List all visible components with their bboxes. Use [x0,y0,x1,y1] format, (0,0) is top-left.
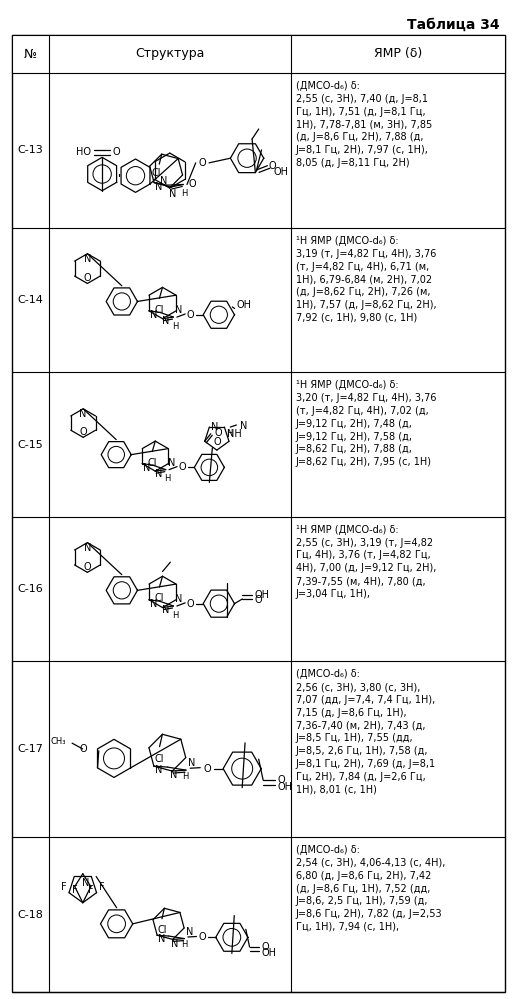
Text: O: O [187,598,195,608]
Text: ЯМР (δ): ЯМР (δ) [374,48,422,61]
Text: F: F [72,885,77,895]
Text: H: H [182,772,188,781]
Text: (ДМСО-d₆) δ:
2,56 (с, 3Н), 3,80 (с, 3Н),
7,07 (дд, J=7,4, 7,4 Гц, 1Н),
7,15 (д, : (ДМСО-d₆) δ: 2,56 (с, 3Н), 3,80 (с, 3Н),… [295,669,436,794]
Text: H: H [226,429,233,438]
Text: C-17: C-17 [17,744,44,754]
Text: F: F [99,881,104,891]
Text: Cl: Cl [157,925,167,935]
Text: N: N [155,470,162,480]
Text: OH: OH [237,301,252,311]
Text: N: N [84,542,91,552]
Text: N: N [169,770,177,780]
Text: O: O [198,932,206,942]
Text: O: O [83,274,91,284]
Text: ¹Н ЯМР (ДМСО-d₆) δ:
3,19 (т, J=4,82 Гц, 4Н), 3,76
(т, J=4,82 Гц, 4Н), 6,71 (м,
1: ¹Н ЯМР (ДМСО-d₆) δ: 3,19 (т, J=4,82 Гц, … [295,236,436,323]
Text: O: O [79,428,87,438]
Text: H: H [172,322,178,331]
Text: F: F [88,885,94,895]
Text: O: O [203,763,211,773]
Text: (ДМСО-d₆) δ:
2,55 (с, 3Н), 7,40 (д, J=8,1
Гц, 1Н), 7,51 (д, J=8,1 Гц,
1Н), 7,78-: (ДМСО-d₆) δ: 2,55 (с, 3Н), 7,40 (д, J=8,… [295,81,432,168]
Text: N: N [155,182,162,192]
Text: N: N [168,458,175,468]
Text: Cl: Cl [155,593,164,603]
Text: C-14: C-14 [17,295,44,305]
Text: O: O [83,562,91,572]
Text: OH: OH [278,781,292,792]
Bar [12,35,505,73]
Text: C-18: C-18 [17,909,44,919]
Text: Структура: Структура [135,48,204,61]
Text: N: N [162,317,169,327]
Text: Cl: Cl [152,168,161,178]
Text: OH: OH [273,168,288,178]
Text: O: O [188,180,196,190]
Text: N: N [79,409,87,419]
Text: O: O [80,744,88,754]
Text: N: N [211,422,219,432]
Text: O: O [254,594,262,604]
Text: N: N [168,189,176,199]
Text: N: N [171,939,178,949]
Text: N: N [143,463,151,473]
Text: N: N [150,598,157,608]
Text: N: N [150,310,157,320]
Text: N: N [176,594,183,604]
Text: N: N [160,176,168,186]
Text: O: O [269,161,276,171]
Text: H: H [164,475,170,484]
Text: N: N [155,765,162,775]
Text: Cl: Cl [155,305,164,315]
Text: H: H [181,189,187,198]
Text: C-13: C-13 [17,146,44,156]
Text: O: O [278,775,285,785]
Text: O: O [179,463,186,473]
Text: Таблица 34: Таблица 34 [408,18,500,32]
Text: N: N [82,878,89,888]
Text: N: N [162,605,169,615]
Text: OH: OH [254,590,269,600]
Text: N: N [176,305,183,315]
Text: ¹Н ЯМР (ДМСО-d₆) δ:
3,20 (т, J=4,82 Гц, 4Н), 3,76
(т, J=4,82 Гц, 4Н), 7,02 (д,
J: ¹Н ЯМР (ДМСО-d₆) δ: 3,20 (т, J=4,82 Гц, … [295,381,436,468]
Text: Cl: Cl [155,754,164,764]
Text: C-16: C-16 [17,584,44,594]
Text: N: N [158,934,165,944]
Text: O: O [213,438,221,448]
Text: O: O [199,158,206,168]
Text: №: № [24,48,37,61]
Text: N: N [240,421,248,431]
Text: O: O [187,310,195,320]
Text: O: O [262,942,269,952]
Text: CH₃: CH₃ [51,736,67,745]
Text: Cl: Cl [147,458,157,468]
Text: H: H [181,940,187,949]
Text: O: O [113,147,121,158]
Text: H: H [172,610,178,619]
Text: N: N [84,254,91,264]
Text: N: N [186,927,194,937]
Text: O: O [215,428,222,438]
Text: HO: HO [76,147,91,158]
Text: NH: NH [227,429,242,439]
Text: N: N [188,758,196,768]
Text: C-15: C-15 [17,440,44,450]
Text: ¹Н ЯМР (ДМСО-d₆) δ:
2,55 (с, 3Н), 3,19 (т, J=4,82
Гц, 4Н), 3,76 (т, J=4,82 Гц,
4: ¹Н ЯМР (ДМСО-d₆) δ: 2,55 (с, 3Н), 3,19 (… [295,524,436,598]
Text: F: F [61,881,67,891]
Text: OH: OH [262,948,276,958]
Text: (ДМСО-d₆) δ:
2,54 (с, 3Н), 4,06-4,13 (с, 4Н),
6,80 (д, J=8,6 Гц, 2Н), 7,42
(д, J: (ДМСО-d₆) δ: 2,54 (с, 3Н), 4,06-4,13 (с,… [295,845,445,932]
